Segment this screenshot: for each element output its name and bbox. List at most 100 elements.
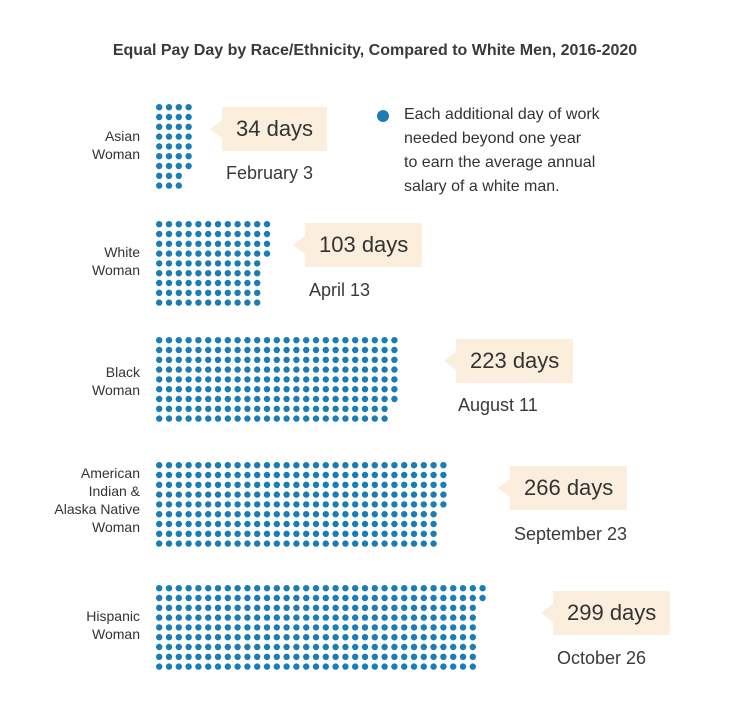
day-dot xyxy=(440,481,447,488)
day-dot xyxy=(322,511,329,518)
day-dot xyxy=(175,299,182,306)
day-dot xyxy=(361,395,369,403)
day-dot xyxy=(244,585,251,592)
day-dot xyxy=(332,540,339,547)
day-dot xyxy=(371,594,378,602)
day-dot xyxy=(254,634,261,641)
day-dot xyxy=(195,337,202,344)
day-dot xyxy=(156,520,163,528)
day-dot xyxy=(312,663,320,670)
day-dot xyxy=(420,643,427,651)
day-dot xyxy=(244,471,251,479)
day-dot xyxy=(185,511,192,518)
day-dot xyxy=(381,395,388,403)
day-dot xyxy=(156,299,163,306)
day-dot xyxy=(293,471,300,479)
day-dot xyxy=(165,182,173,189)
day-dot xyxy=(361,643,369,651)
day-dot xyxy=(244,337,251,344)
day-dot xyxy=(254,240,261,247)
day-dot xyxy=(224,395,231,403)
day-dot xyxy=(312,614,320,621)
day-dot xyxy=(420,663,427,670)
day-dot xyxy=(293,624,300,631)
day-dot xyxy=(293,462,300,469)
day-dot xyxy=(205,270,212,277)
day-dot xyxy=(185,594,192,602)
day-dot xyxy=(430,511,437,518)
day-dot xyxy=(175,540,182,547)
day-dot xyxy=(430,663,437,670)
day-dot xyxy=(205,230,212,238)
day-dot xyxy=(273,614,280,621)
day-dot xyxy=(401,594,408,602)
day-dot xyxy=(156,113,163,121)
day-dot xyxy=(234,221,241,228)
day-dot xyxy=(342,386,349,393)
day-dot xyxy=(381,594,388,602)
day-dot xyxy=(165,133,173,140)
day-dot xyxy=(469,663,476,670)
day-dot xyxy=(371,471,378,479)
day-dot xyxy=(361,634,369,641)
day-dot xyxy=(430,462,437,469)
day-dot xyxy=(420,471,427,479)
day-dot xyxy=(420,481,427,488)
day-dot xyxy=(205,511,212,518)
day-dot xyxy=(205,634,212,641)
day-dot xyxy=(401,634,408,641)
day-dot xyxy=(410,604,418,611)
day-dot xyxy=(224,663,231,670)
day-dot xyxy=(342,346,349,354)
day-dot xyxy=(312,471,320,479)
day-dot xyxy=(234,481,241,488)
day-dot xyxy=(381,346,388,354)
day-dot xyxy=(175,182,182,189)
day-dot xyxy=(312,491,320,498)
day-dot xyxy=(342,643,349,651)
day-dot xyxy=(391,462,398,469)
day-dot xyxy=(459,634,467,641)
day-dot xyxy=(312,386,320,393)
day-dot xyxy=(185,260,192,267)
day-dot xyxy=(195,653,202,660)
day-dot xyxy=(214,260,222,267)
day-dot xyxy=(205,663,212,670)
days-label-white: 103 days xyxy=(292,223,423,267)
day-dot xyxy=(391,511,398,518)
date-label-white: April 13 xyxy=(309,280,371,300)
day-dot xyxy=(185,356,192,363)
day-dot xyxy=(283,405,290,412)
day-dot xyxy=(214,299,222,306)
day-dot xyxy=(361,337,369,344)
day-dot xyxy=(303,405,310,412)
day-dot xyxy=(352,624,359,631)
day-dot xyxy=(195,634,202,641)
day-dot xyxy=(263,240,271,247)
day-dot xyxy=(273,356,280,363)
day-dot xyxy=(185,240,192,247)
day-dot xyxy=(156,604,163,611)
day-dot xyxy=(165,481,173,488)
day-dot xyxy=(332,520,339,528)
day-dot xyxy=(214,540,222,547)
day-dot xyxy=(165,663,173,670)
day-dot xyxy=(322,624,329,631)
day-dot xyxy=(234,462,241,469)
day-dot xyxy=(420,540,427,547)
day-dot xyxy=(450,643,457,651)
day-dot xyxy=(175,634,182,641)
dot-matrix-asian xyxy=(156,104,192,189)
day-dot xyxy=(322,530,329,537)
day-dot xyxy=(312,643,320,651)
day-dot xyxy=(205,520,212,528)
day-dot xyxy=(450,614,457,621)
day-dot xyxy=(263,614,271,621)
day-dot xyxy=(214,663,222,670)
day-dot xyxy=(234,270,241,277)
day-dot xyxy=(244,405,251,412)
day-dot xyxy=(293,643,300,651)
day-dot xyxy=(214,520,222,528)
day-dot xyxy=(195,481,202,488)
day-dot xyxy=(293,653,300,660)
